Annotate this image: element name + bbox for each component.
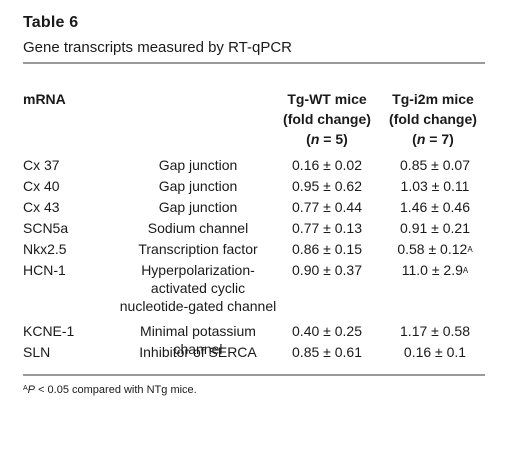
gene-cell: SCN5a <box>23 220 69 236</box>
tg-i2m-value: 1.17 ± 0.58 <box>380 322 490 340</box>
tg-wt-value: 0.85 ± 0.61 <box>292 344 362 360</box>
header-mrna: mRNA <box>23 91 66 107</box>
header-tg-i2m-line2: (fold change) <box>389 111 477 127</box>
gene-cell: HCN-1 <box>23 262 66 278</box>
table-title: Table 6 <box>23 14 79 31</box>
gene-cell: Cx 40 <box>23 178 60 194</box>
tg-wt-value: 0.77 ± 0.44 <box>292 199 362 215</box>
n-value: = 5) <box>319 131 348 147</box>
tg-wt-value: 0.86 ± 0.15 <box>292 241 362 257</box>
header-tg-wt-line1: Tg-WT mice <box>287 91 367 107</box>
gene-cell: Cx 37 <box>23 157 60 173</box>
tg-i2m-value: 0.16 ± 0.1 <box>380 343 490 361</box>
n-open: ( <box>306 131 311 147</box>
n-value: = 7) <box>425 131 454 147</box>
value-text: 1.03 ± 0.11 <box>400 178 470 194</box>
n-symbol: n <box>416 131 426 147</box>
function-cell: Hyperpolarization- activated cyclic nucl… <box>118 261 278 315</box>
footnote-mark: A <box>23 385 28 392</box>
function-line: activated cyclic <box>150 280 246 296</box>
function-cell: Transcription factor <box>138 241 258 257</box>
value-text: 0.85 ± 0.07 <box>400 157 470 173</box>
function-cell: Gap junction <box>158 199 238 215</box>
function-cell: Gap junction <box>158 157 238 173</box>
tg-wt-value: 0.95 ± 0.62 <box>292 178 362 194</box>
tg-wt-value: 0.16 ± 0.02 <box>292 157 362 173</box>
table-caption: Gene transcripts measured by RT-qPCR <box>23 39 292 56</box>
value-text: 11.0 ± 2.9 <box>401 262 463 278</box>
gene-cell: KCNE-1 <box>23 323 75 339</box>
header-tg-i2m: Tg-i2m mice (fold change) (n = 7) <box>378 89 488 149</box>
p-symbol: P <box>27 384 36 396</box>
footnote-text: < 0.05 compared with NTg mice. <box>35 384 197 396</box>
gene-cell: SLN <box>23 344 51 360</box>
tg-wt-value: 0.77 ± 0.13 <box>292 220 362 236</box>
header-tg-wt-n: (n = 5) <box>272 129 382 149</box>
function-cell: Sodium channel <box>147 220 249 236</box>
value-text: 1.17 ± 0.58 <box>400 323 470 339</box>
header-tg-i2m-n: (n = 7) <box>378 129 488 149</box>
tg-i2m-value: 1.03 ± 0.11 <box>380 177 490 195</box>
header-tg-i2m-line1: Tg-i2m mice <box>392 91 474 107</box>
tg-wt-value: 0.40 ± 0.25 <box>292 323 362 339</box>
tg-i2m-value: 11.0 ± 2.9A <box>380 261 490 279</box>
value-text: 1.46 ± 0.46 <box>400 199 470 215</box>
function-line: nucleotide-gated channel <box>119 298 277 314</box>
value-text: 0.58 ± 0.12 <box>397 241 468 257</box>
tg-i2m-value: 1.46 ± 0.46 <box>380 198 490 216</box>
tg-i2m-value: 0.91 ± 0.21 <box>380 219 490 237</box>
gene-cell: Cx 43 <box>23 199 60 215</box>
header-tg-wt-line2: (fold change) <box>283 111 371 127</box>
significance-mark: A <box>462 266 469 275</box>
n-open: ( <box>412 131 417 147</box>
value-text: 0.16 ± 0.1 <box>403 344 467 360</box>
gene-cell: Nkx2.5 <box>23 241 67 257</box>
function-line: Hyperpolarization- <box>141 262 255 278</box>
n-symbol: n <box>310 131 320 147</box>
function-cell: Minimal potassium channel <box>140 323 256 357</box>
function-cell: Gap junction <box>158 178 238 194</box>
tg-i2m-value: 0.85 ± 0.07 <box>380 156 490 174</box>
top-rule <box>23 62 485 64</box>
significance-mark: A <box>467 245 473 254</box>
bottom-rule <box>23 374 485 376</box>
table-footnote: AP < 0.05 compared with NTg mice. <box>23 384 197 396</box>
header-tg-wt: Tg-WT mice (fold change) (n = 5) <box>272 89 382 149</box>
function-cell: Inhibitor of SERCA <box>139 344 257 360</box>
value-text: 0.91 ± 0.21 <box>400 220 470 236</box>
tg-wt-value: 0.90 ± 0.37 <box>292 262 362 278</box>
tg-i2m-value: 0.58 ± 0.12A <box>380 240 490 258</box>
